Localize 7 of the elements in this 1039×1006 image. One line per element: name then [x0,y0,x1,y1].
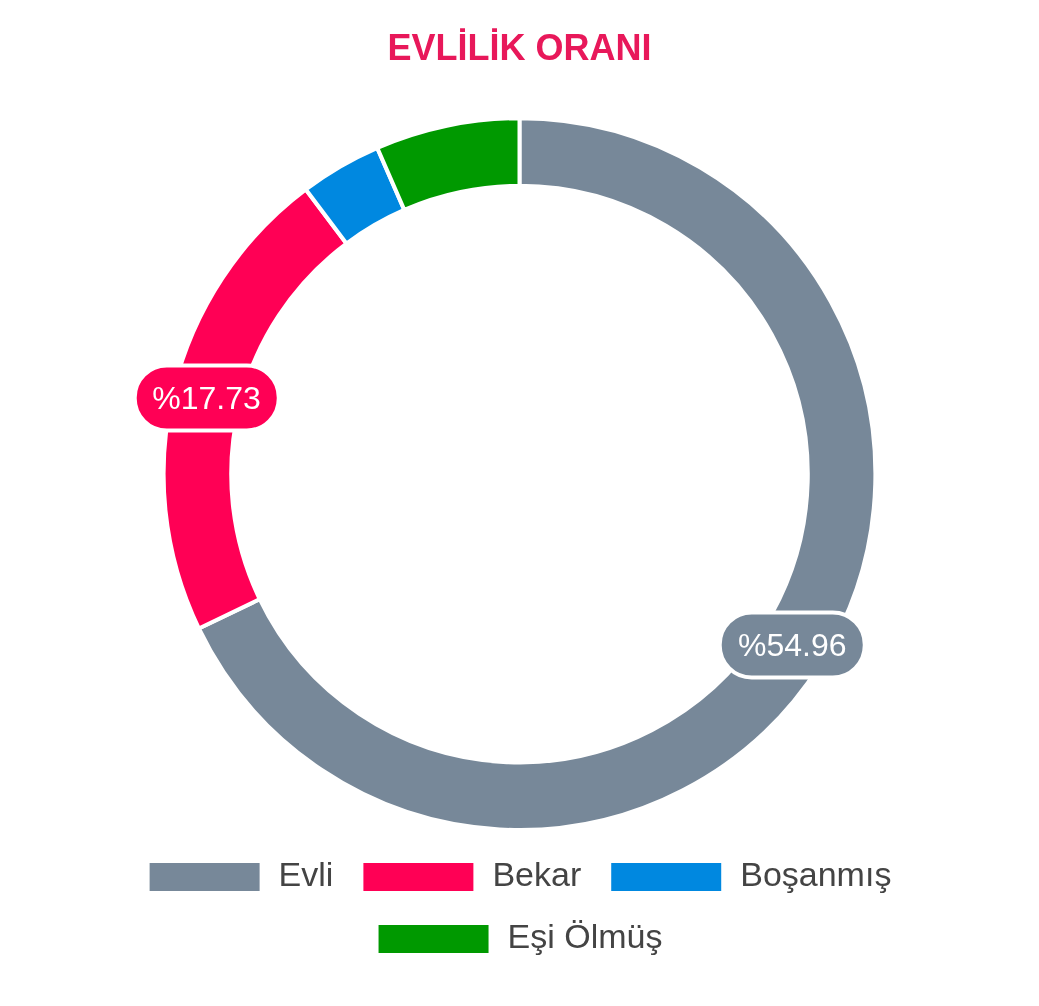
data-label: %54.96 [717,610,867,680]
chart-title: EVLİLİK ORANI [387,26,652,68]
legend-label: Evli [278,855,334,894]
legend-label: Bekar [492,855,582,894]
legend-label: Boşanmış [740,855,892,894]
legend-label: Eşi Ölmüş [507,917,663,956]
data-label: %17.73 [132,363,281,433]
